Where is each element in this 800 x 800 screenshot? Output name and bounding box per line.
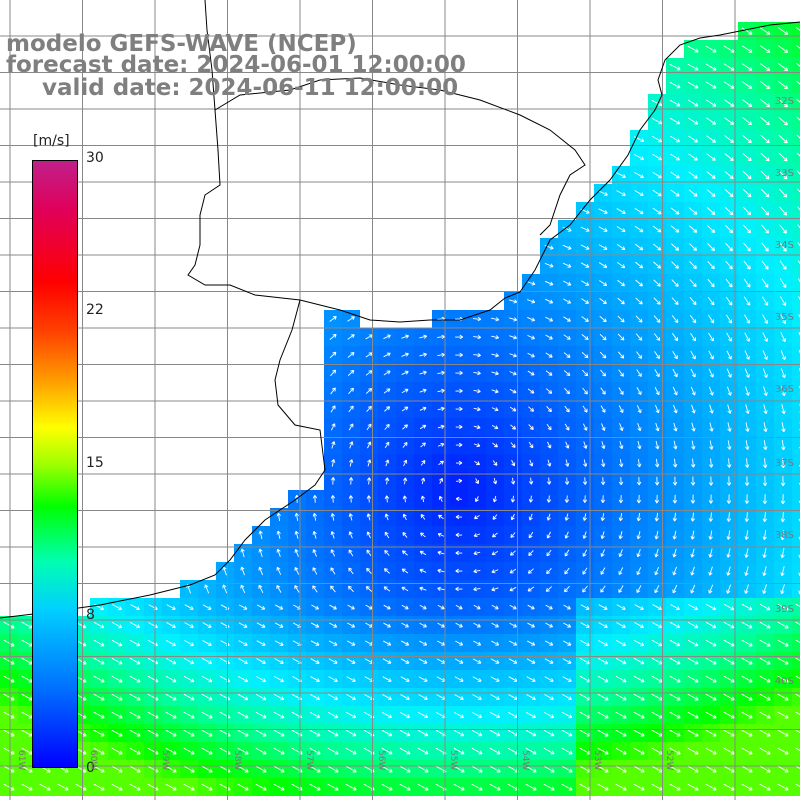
lon-label: 60W (88, 750, 98, 771)
lat-label: 32S (774, 96, 794, 107)
colorbar-tick-15: 15 (86, 455, 104, 471)
lon-label: 61W (16, 750, 26, 771)
lon-label: 54W (520, 750, 530, 771)
lat-label: 39S (774, 604, 794, 615)
lat-label: 34S (774, 240, 794, 251)
lon-label: 52W (664, 750, 674, 771)
title-valid-date: valid date: 2024-06-11 12:00:00 (42, 75, 459, 101)
colorbar (32, 160, 78, 768)
colorbar-unit: [m/s] (33, 133, 70, 149)
lon-label: 58W (232, 750, 242, 771)
colorbar-tick-30: 30 (86, 150, 104, 166)
colorbar-tick-22: 22 (86, 302, 104, 318)
lon-label: 55W (448, 750, 458, 771)
title-forecast-date: forecast date: 2024-06-01 12:00:00 (6, 52, 466, 78)
lat-label: 36S (774, 384, 794, 395)
wind-vectors (3, 27, 800, 791)
lat-label: 38S (774, 530, 794, 541)
colorbar-tick-0: 0 (86, 760, 95, 776)
lat-label: 35S (774, 312, 794, 323)
coastline (187, 0, 800, 323)
colorbar-tick-8: 8 (86, 607, 95, 623)
lon-label: 56W (376, 750, 386, 771)
title-model: modelo GEFS-WAVE (NCEP) (6, 31, 357, 57)
coastline-south (0, 299, 326, 619)
lat-label: 33S (774, 168, 794, 179)
coastline-uruguay (214, 77, 586, 236)
lat-label: 40S (774, 676, 794, 687)
wind-speed-field (0, 22, 800, 796)
lon-label: 57W (304, 750, 314, 771)
lat-label: 37S (774, 458, 794, 469)
lon-label: 59W (160, 750, 170, 771)
lon-label: 53W (592, 750, 602, 771)
